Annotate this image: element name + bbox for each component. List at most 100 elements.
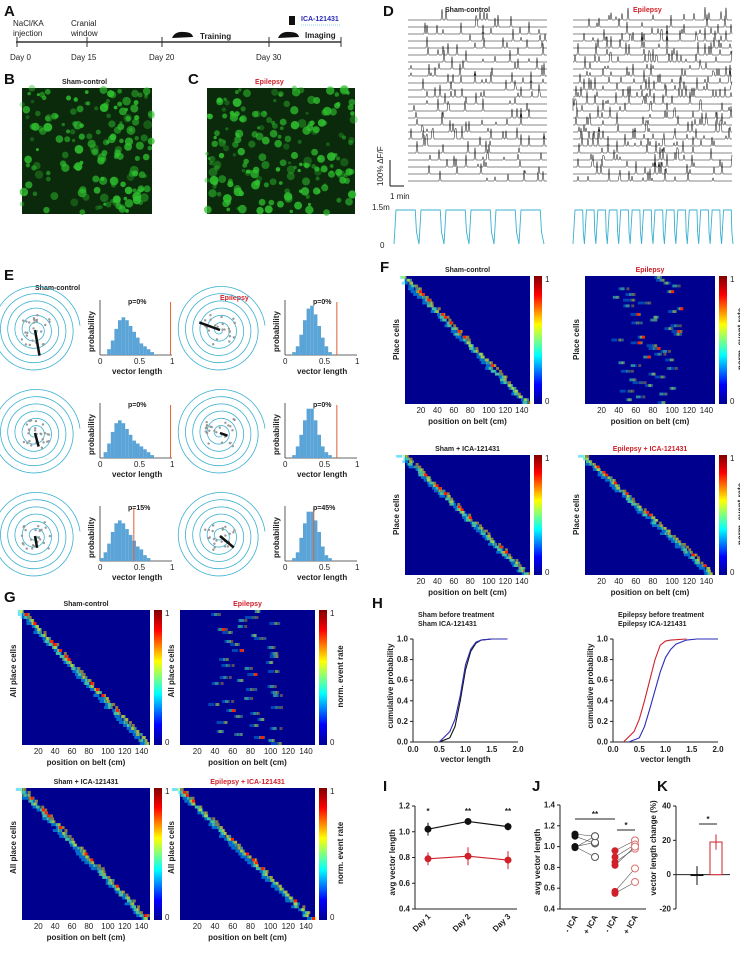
heatmap-cell bbox=[619, 489, 624, 493]
heatmap-cell bbox=[578, 455, 585, 458]
heatmap-cell bbox=[112, 884, 117, 888]
panel-label-k: K bbox=[657, 778, 668, 795]
event-dot bbox=[221, 328, 224, 331]
heatmap-cell bbox=[630, 341, 637, 345]
histogram-bar bbox=[313, 314, 318, 355]
colorbar-min: 0 bbox=[730, 568, 735, 577]
heatmap-cell bbox=[664, 281, 671, 285]
event-dot bbox=[229, 441, 232, 444]
heatmap-cell bbox=[239, 733, 243, 736]
neuron bbox=[297, 86, 305, 94]
heatmap-cell bbox=[427, 301, 432, 305]
heatmap-cell bbox=[261, 867, 264, 871]
heatmap-cell bbox=[96, 867, 102, 871]
heatmap-cell bbox=[620, 287, 625, 291]
neuron bbox=[348, 140, 354, 146]
heatmap-cell bbox=[215, 820, 219, 824]
event-dot bbox=[204, 528, 207, 531]
neuron bbox=[39, 127, 47, 135]
event-dot bbox=[48, 320, 51, 324]
x-tick-label: 40 bbox=[211, 747, 220, 756]
neuron bbox=[204, 177, 210, 183]
heatmap-cell bbox=[273, 655, 279, 658]
heatmap-cell bbox=[626, 495, 630, 498]
heatmap-cell bbox=[625, 497, 631, 501]
heatmap-cell bbox=[48, 643, 54, 646]
neuron bbox=[258, 153, 267, 162]
heatmap-cell bbox=[665, 358, 672, 362]
colorbar-max: 1 bbox=[730, 454, 735, 463]
data-point-before bbox=[571, 844, 579, 852]
data-point-after bbox=[631, 864, 639, 873]
heatmap-cell bbox=[62, 832, 66, 835]
heatmap-cell bbox=[138, 733, 143, 736]
heatmap-cell bbox=[82, 852, 86, 856]
neuron bbox=[70, 108, 77, 115]
neuron bbox=[102, 139, 110, 146]
neuron bbox=[271, 123, 278, 129]
heatmap-cell bbox=[632, 298, 636, 302]
neuron bbox=[278, 181, 283, 185]
trace bbox=[573, 70, 732, 84]
heatmap-cell bbox=[515, 561, 519, 565]
heatmap-cell bbox=[646, 344, 653, 348]
velocity-line bbox=[393, 209, 545, 245]
x-axis-label: position on belt (cm) bbox=[208, 933, 287, 942]
heatmap-cell bbox=[498, 543, 502, 546]
trace bbox=[408, 92, 547, 105]
heatmap-cell bbox=[56, 652, 61, 655]
neuron bbox=[283, 100, 290, 108]
heatmap-cell bbox=[68, 661, 72, 664]
x-axis-label: vector length bbox=[640, 755, 690, 764]
neuron bbox=[134, 155, 140, 161]
tick-label: 0.5 bbox=[134, 563, 146, 572]
image-title-sham: Sham-control bbox=[62, 79, 107, 86]
heatmap-cell bbox=[528, 401, 532, 404]
heatmap-cell bbox=[91, 861, 95, 865]
heatmap-cell bbox=[637, 341, 641, 345]
neuron bbox=[315, 176, 320, 181]
panel-label-g: G bbox=[4, 589, 16, 606]
heatmap-cell bbox=[415, 463, 419, 466]
neuron bbox=[32, 191, 38, 197]
x-tick-label: 60 bbox=[68, 747, 77, 756]
neuron bbox=[350, 111, 355, 116]
heatmap-cell bbox=[64, 655, 68, 658]
heatmap-cell bbox=[80, 670, 84, 673]
heatmap-cell bbox=[43, 631, 47, 634]
neuron bbox=[72, 121, 78, 127]
x-axis-label: position on belt (cm) bbox=[208, 758, 287, 767]
heatmap-cell bbox=[41, 808, 45, 812]
x-tick-label: + ICA bbox=[582, 913, 600, 936]
heatmap-cell bbox=[652, 344, 657, 348]
heatmap-cell bbox=[441, 312, 445, 316]
heatmap-cell bbox=[306, 917, 313, 920]
heatmap-cell bbox=[279, 694, 283, 697]
histogram-bar bbox=[146, 452, 151, 458]
heatmap-cell bbox=[218, 613, 222, 616]
data-point bbox=[504, 823, 512, 831]
tick-label: 0 bbox=[98, 357, 103, 366]
heatmap-cell bbox=[171, 788, 178, 791]
heatmap-cell bbox=[443, 492, 447, 495]
neuron bbox=[115, 203, 122, 210]
heatmap-cell bbox=[660, 392, 667, 396]
neuron bbox=[238, 116, 245, 122]
y-tick-label: 0.6 bbox=[397, 676, 409, 685]
heatmap-cell bbox=[660, 375, 664, 379]
heatmap-cell bbox=[432, 484, 436, 487]
y-axis-label: probability bbox=[87, 414, 96, 455]
panel-label-e: E bbox=[4, 267, 14, 284]
event-dot bbox=[232, 531, 235, 534]
heatmap-cell bbox=[396, 455, 403, 458]
y-tick-label: 1.2 bbox=[544, 821, 556, 830]
heatmap-cell bbox=[274, 622, 278, 625]
heatmap-cell bbox=[259, 637, 263, 640]
heatmap-cell bbox=[661, 401, 666, 404]
heatmap-cell bbox=[279, 706, 283, 709]
neuron bbox=[305, 111, 309, 115]
neuron bbox=[112, 195, 121, 204]
heatmap-cell bbox=[312, 917, 315, 920]
neuron bbox=[125, 208, 129, 213]
y-axis-label: cumulative probability bbox=[386, 643, 395, 728]
